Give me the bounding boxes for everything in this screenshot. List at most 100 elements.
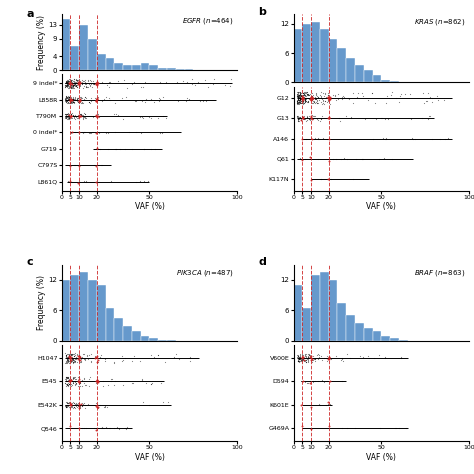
Point (343, 351, 350, 358)
Point (72, 82, 79, 89)
Point (82, 80, 89, 87)
Point (65, 380, 73, 388)
Point (73, 78, 81, 85)
Point (65, 93, 73, 100)
Point (111, 128, 119, 136)
Point (295, 351, 302, 359)
Point (67, 401, 74, 409)
Point (382, 135, 390, 142)
Point (349, 89, 357, 97)
Point (325, 135, 333, 143)
Point (76, 356, 84, 364)
Point (62, 373, 70, 381)
Point (63, 374, 71, 381)
Point (75, 399, 83, 407)
Point (296, 89, 303, 97)
Point (76, 97, 84, 105)
Point (70, 358, 77, 366)
Point (94, 403, 101, 410)
Point (65, 81, 73, 88)
Point (63, 359, 71, 366)
Point (318, 175, 325, 183)
Point (358, 89, 366, 97)
Point (325, 95, 333, 102)
Point (69, 98, 77, 106)
Point (69, 112, 76, 120)
Point (62, 79, 69, 87)
Point (75, 129, 83, 137)
Point (75, 78, 82, 86)
Point (294, 357, 301, 365)
Point (75, 79, 83, 86)
Point (293, 91, 301, 99)
Point (67, 96, 75, 104)
Bar (293, 285, 302, 341)
Point (408, 115, 415, 123)
Point (329, 155, 337, 163)
Point (117, 145, 124, 153)
Point (62, 78, 70, 86)
Point (65, 113, 73, 121)
Point (299, 113, 307, 120)
Point (314, 99, 322, 107)
Point (62, 93, 69, 100)
Point (63, 356, 71, 363)
Point (339, 357, 347, 365)
Point (74, 402, 82, 410)
Point (93, 358, 100, 365)
Point (74, 376, 82, 384)
Point (62, 82, 70, 90)
Point (70, 81, 77, 89)
Point (302, 352, 310, 359)
Point (397, 353, 404, 361)
Point (70, 359, 77, 366)
Point (300, 351, 307, 359)
Point (64, 99, 72, 107)
Point (309, 94, 316, 102)
Point (301, 98, 309, 105)
Point (150, 99, 157, 106)
Point (72, 354, 79, 362)
Point (66, 380, 73, 387)
Point (409, 135, 416, 142)
Point (303, 99, 310, 106)
Point (188, 75, 196, 83)
Point (64, 373, 71, 381)
Point (65, 351, 73, 359)
Point (293, 112, 301, 120)
Point (63, 399, 71, 406)
Point (112, 145, 120, 153)
Point (298, 92, 306, 100)
Point (93, 97, 100, 104)
Point (175, 355, 182, 363)
Point (64, 111, 72, 119)
Point (71, 111, 79, 119)
Point (72, 93, 79, 101)
Point (419, 114, 426, 121)
Point (82, 94, 90, 102)
Point (65, 113, 73, 120)
Point (313, 99, 321, 107)
Point (311, 96, 319, 103)
Point (318, 377, 325, 384)
Point (87, 357, 95, 365)
Point (316, 135, 323, 142)
Point (146, 401, 153, 409)
Point (189, 80, 196, 87)
Point (63, 356, 71, 363)
Point (63, 82, 70, 89)
Point (162, 78, 170, 86)
Point (93, 94, 101, 102)
Point (62, 110, 69, 118)
Point (304, 99, 311, 106)
Point (299, 94, 307, 102)
Point (326, 93, 334, 100)
Point (331, 92, 339, 100)
Point (64, 354, 72, 362)
Point (73, 353, 80, 360)
Point (428, 94, 436, 102)
Point (76, 374, 83, 381)
Point (80, 375, 88, 383)
Point (428, 135, 436, 142)
Point (317, 115, 325, 122)
